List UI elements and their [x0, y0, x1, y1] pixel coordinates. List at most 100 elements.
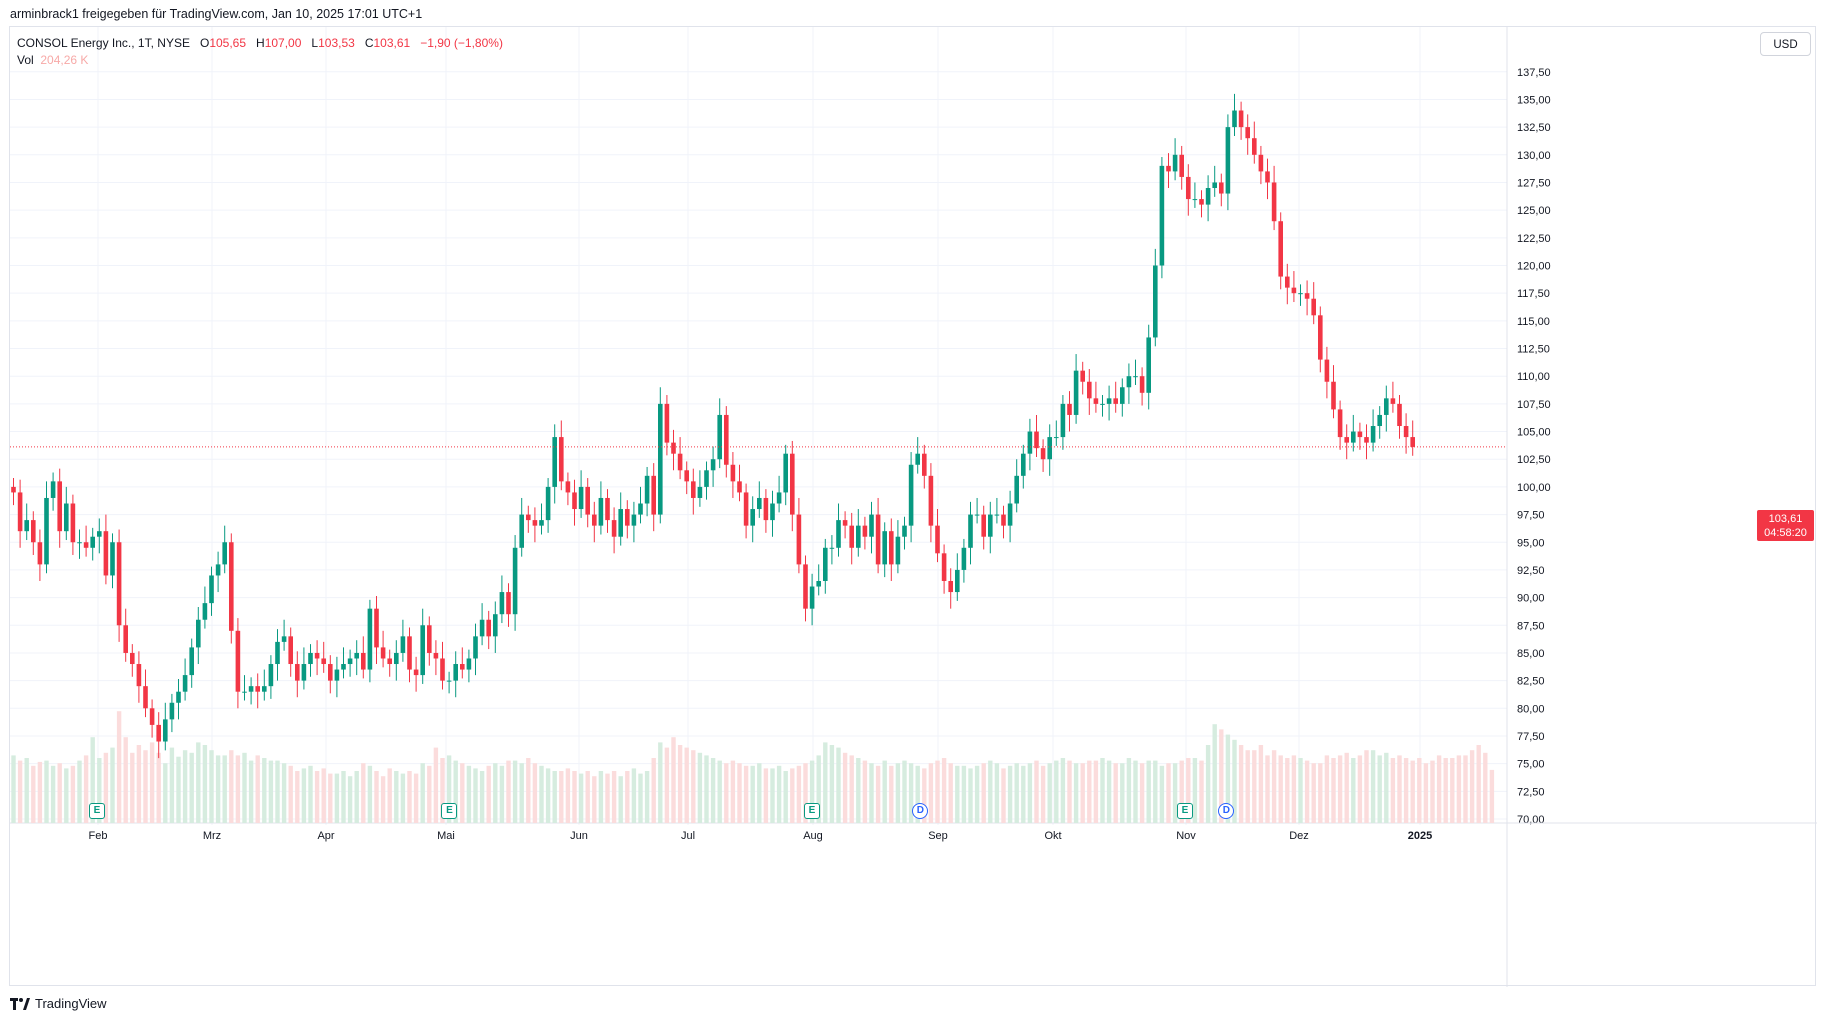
volume-bar [836, 747, 841, 823]
volume-bar [433, 747, 439, 823]
candle-body [11, 486, 16, 493]
candle-body [394, 652, 399, 665]
candle-body [453, 664, 458, 681]
earnings-marker-icon[interactable]: E [441, 803, 458, 819]
candle-body [493, 614, 498, 637]
candle-body [968, 514, 973, 548]
candle-body [209, 575, 214, 604]
currency-selector[interactable]: USD [1760, 32, 1811, 56]
dividend-marker-icon[interactable]: D [912, 803, 929, 819]
candle-body [743, 492, 749, 526]
candle-body [1060, 403, 1066, 438]
volume-bar [783, 771, 788, 823]
price-tick-label: 100,00 [1517, 482, 1551, 494]
candle-body [519, 514, 524, 548]
volume-bar [420, 763, 425, 823]
volume-bar [559, 771, 564, 823]
volume-bar [506, 760, 511, 823]
candle-body [248, 686, 254, 692]
volume-bar [37, 761, 43, 823]
volume-bar [1384, 752, 1389, 823]
candle-body [1238, 110, 1244, 128]
candle-body [552, 437, 557, 487]
earnings-marker-icon[interactable]: E [89, 803, 105, 819]
candlestick-chart[interactable]: 70,00 72,50 75,00 77,50 80,00 82,50 85,00 87,50… [10, 27, 1817, 987]
brand-name: TradingView [35, 996, 107, 1011]
candle-body [823, 547, 828, 581]
candle-body [717, 414, 722, 460]
volume-bar [1298, 758, 1303, 823]
volume-bar [572, 771, 577, 823]
volume-bar [1179, 760, 1184, 823]
candle-body [1205, 188, 1211, 205]
candle-body [1311, 298, 1316, 316]
candle-body [83, 542, 89, 548]
volume-bar [116, 711, 122, 823]
volume-bar [796, 765, 802, 823]
volume-bar [882, 760, 887, 823]
volume-bar [994, 763, 1000, 823]
volume-bar [545, 768, 551, 823]
volume-bar [981, 763, 986, 823]
candle-body [367, 608, 373, 670]
volume-bar [1430, 760, 1435, 823]
candle-body [1384, 398, 1389, 415]
volume-bar [123, 737, 128, 823]
candle-body [829, 547, 835, 549]
volume-bar [737, 763, 742, 823]
price-tick-label: 80,00 [1517, 703, 1545, 715]
candle-body [1403, 426, 1409, 438]
candle-body [1304, 293, 1310, 299]
volume-bar [823, 742, 828, 823]
volume-bar [1040, 765, 1046, 823]
volume-bar [585, 771, 590, 823]
candle-body [1364, 437, 1369, 443]
volume-bar [1060, 758, 1066, 823]
volume-bar [182, 750, 188, 823]
close-value: 103,61 [373, 36, 411, 50]
volume-bar [539, 765, 544, 823]
price-tick-label: 90,00 [1517, 593, 1545, 605]
volume-bar [1113, 763, 1118, 823]
volume-bar [1133, 760, 1138, 823]
volume-bar [935, 760, 940, 823]
volume-bar [941, 758, 947, 823]
volume-bar [262, 758, 267, 823]
volume-bar [856, 758, 861, 823]
volume-bar [1232, 739, 1237, 823]
low-value: 103,53 [318, 36, 355, 50]
volume-label[interactable]: Vol [17, 53, 34, 67]
candle-body [704, 470, 709, 487]
earnings-marker-icon[interactable]: E [1177, 803, 1193, 819]
volume-bar [618, 776, 623, 823]
candle-body [235, 630, 241, 692]
volume-bar [776, 765, 782, 823]
volume-bar [1153, 760, 1158, 823]
candle-body [64, 503, 69, 532]
volume-bar [1166, 763, 1171, 823]
candle-body [1054, 437, 1059, 439]
candle-body [440, 658, 445, 681]
dividend-marker-icon[interactable]: D [1218, 803, 1235, 819]
volume-bar [1390, 758, 1396, 823]
candle-body [1080, 370, 1085, 382]
chart-frame[interactable]: 70,00 72,50 75,00 77,50 80,00 82,50 85,00 87,50… [9, 26, 1817, 987]
volume-bar [829, 745, 835, 823]
volume-bar [163, 763, 168, 823]
earnings-marker-icon[interactable]: E [804, 803, 820, 819]
candle-body [869, 514, 874, 537]
candle-body [922, 453, 927, 476]
candle-body [1265, 171, 1270, 183]
volume-bar [387, 768, 392, 823]
candle-body [1120, 387, 1125, 404]
volume-bar [1370, 750, 1376, 823]
volume-bar [288, 765, 293, 823]
time-tick-label: Nov [1176, 830, 1196, 842]
candle-body [1139, 376, 1145, 393]
candle-body [1351, 431, 1356, 443]
symbol-title[interactable]: CONSOL Energy Inc., 1T, NYSE [17, 36, 190, 50]
footer-branding[interactable]: TradingView [10, 996, 107, 1011]
price-tick-label: 117,50 [1517, 288, 1550, 300]
volume-bar [677, 745, 683, 823]
time-tick-label: Aug [803, 830, 823, 842]
